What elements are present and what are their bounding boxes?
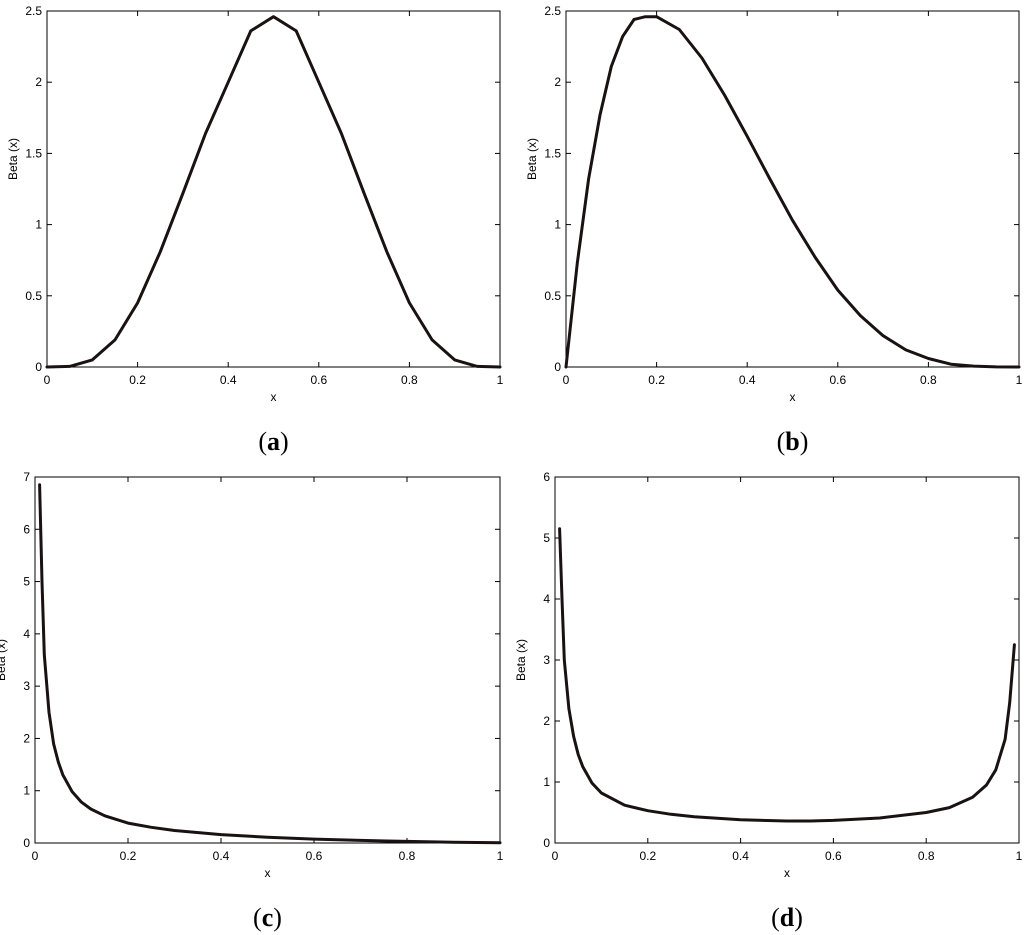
chart-panel-b: 0 0.2 0.4 0.6 0.8 1 0 0.5 1 1.5 2 2.5 x Beta (x) (b) [525,4,1023,456]
y-tick-label: 1.5 [25,146,42,160]
panel-caption: (b) [777,427,809,456]
x-tick-label: 1 [497,849,504,863]
x-tick-label: 0.6 [829,373,846,387]
plot-frame [554,476,1020,844]
y-tick-label: 0 [35,360,42,374]
series-line [45,15,502,369]
x-tick-label: 1 [497,373,504,387]
x-axis-label: x [790,390,796,404]
y-tick-label: 0 [23,836,30,850]
y-tick-label: 2.5 [544,4,561,18]
y-tick-label: 2 [23,731,30,745]
x-tick-label: 0.8 [920,373,937,387]
y-tick-label: 1 [35,218,42,232]
chart-panel-a: 0 0.2 0.4 0.6 0.8 1 0 0.5 1 1.5 2 2.5 x Beta (x) (a) [6,4,504,456]
x-tick-label: 0.2 [639,849,656,863]
y-tick-label: 0 [543,836,550,850]
x-axis-label: x [784,866,790,880]
y-tick-label: 2 [543,714,550,728]
x-tick-label: 0.4 [739,373,756,387]
x-axis-label: x [265,866,271,880]
series-line [558,527,1016,823]
x-tick-label: 1 [1016,373,1023,387]
x-tick-label: 0 [44,373,51,387]
y-tick-label: 0.5 [544,289,561,303]
y-tick-label: 2 [35,75,42,89]
y-tick-label: 3 [543,653,550,667]
x-tick-label: 1 [1016,849,1023,863]
x-tick-label: 0.8 [401,373,418,387]
panel-caption: (d) [771,903,803,932]
x-axis-label: x [271,390,277,404]
y-tick-label: 4 [543,592,550,606]
x-tick-label: 0.4 [213,849,230,863]
chart-panel-c: 0 0.2 0.4 0.6 0.8 1 0 1 2 3 4 5 6 7 x Beta (x) (c) [0,470,504,932]
chart-panel-d: 0 0.2 0.4 0.6 0.8 1 0 1 2 3 4 5 6 x Beta (x) (d) [514,470,1023,932]
x-tick-label: 0 [32,849,39,863]
series-line [38,483,502,845]
y-tick-label: 7 [23,470,30,484]
panel-caption: (a) [258,427,288,456]
y-tick-label: 6 [543,470,550,484]
y-tick-label: 1 [543,775,550,789]
y-tick-label: 3 [23,679,30,693]
y-tick-label: 5 [23,575,30,589]
x-tick-label: 0.4 [732,849,749,863]
x-tick-label: 0.2 [648,373,665,387]
y-tick-label: 1.5 [544,146,561,160]
y-tick-label: 1 [23,784,30,798]
x-tick-label: 0.2 [120,849,137,863]
y-tick-label: 2.5 [25,4,42,18]
x-tick-label: 0.4 [220,373,237,387]
x-tick-label: 0.2 [129,373,146,387]
y-axis-label: Beta (x) [525,138,539,180]
y-axis-label: Beta (x) [6,138,20,180]
y-tick-label: 5 [543,531,550,545]
y-tick-label: 1 [554,218,561,232]
plot-frame [46,10,501,368]
series-line [564,15,1021,369]
x-tick-label: 0.6 [306,849,323,863]
x-tick-label: 0.6 [310,373,327,387]
y-tick-label: 0 [554,360,561,374]
y-tick-label: 6 [23,522,30,536]
plot-frame [565,10,1020,368]
x-tick-label: 0 [552,849,559,863]
y-axis-label: Beta (x) [0,639,8,681]
x-tick-label: 0 [563,373,570,387]
plot-frame [34,476,501,844]
y-tick-label: 4 [23,627,30,641]
panel-caption: (c) [253,903,282,932]
x-tick-label: 0.6 [825,849,842,863]
y-axis-label: Beta (x) [514,639,528,681]
x-tick-label: 0.8 [918,849,935,863]
y-tick-label: 2 [554,75,561,89]
y-tick-label: 0.5 [25,289,42,303]
x-tick-label: 0.8 [399,849,416,863]
